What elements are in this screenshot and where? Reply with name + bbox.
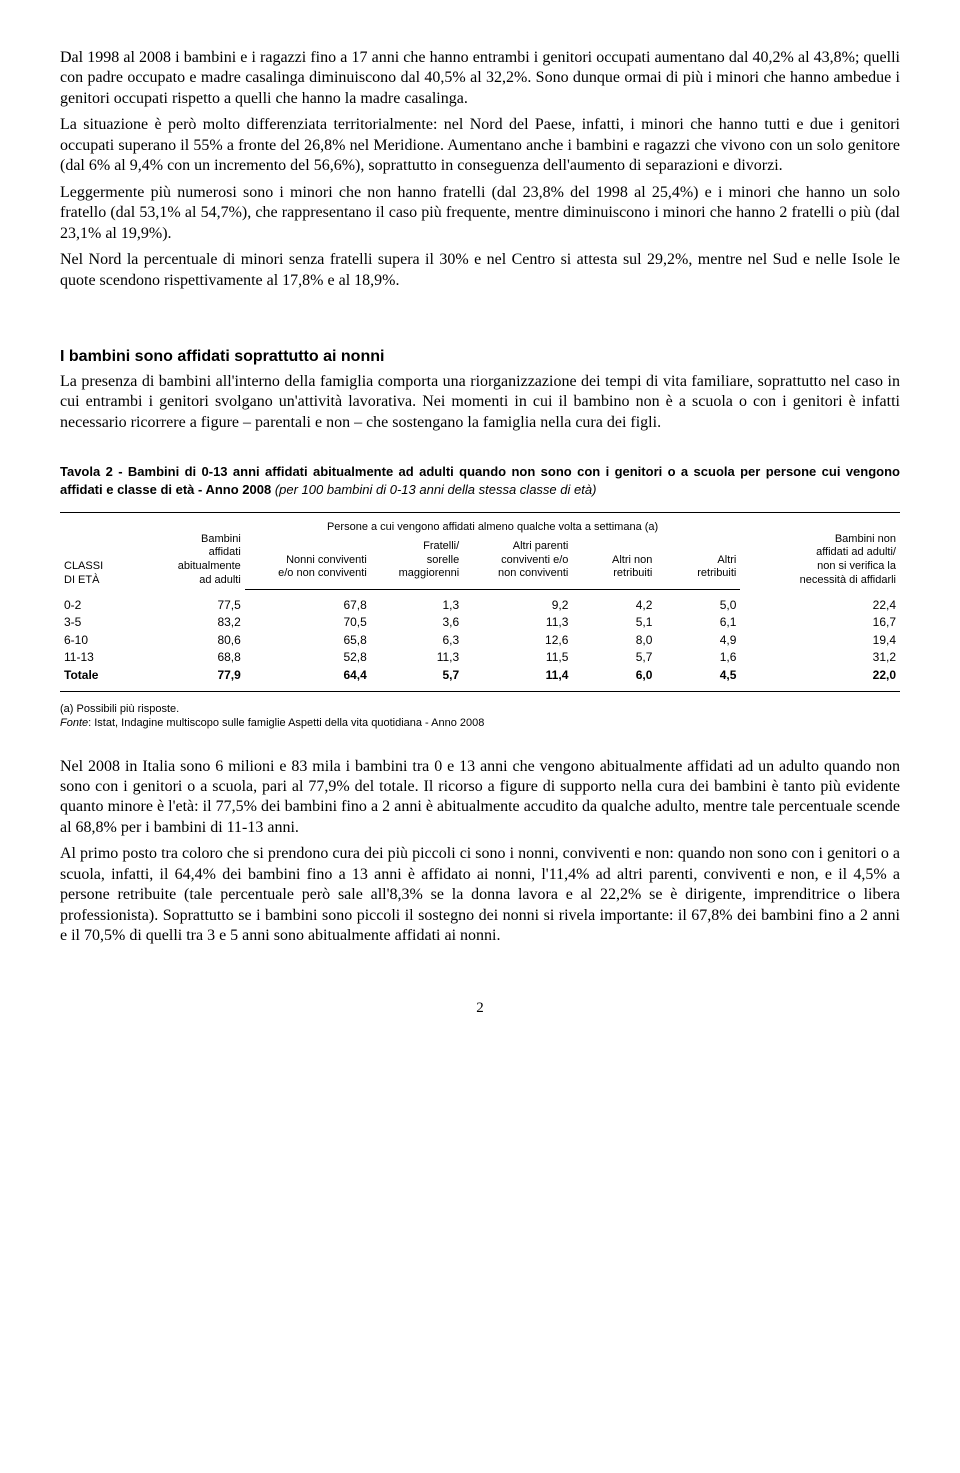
data-table: CLASSI DI ETÀ Bambini affidati abitualme… bbox=[60, 512, 900, 692]
table-col-header: Altri parenti conviventi e/o non convive… bbox=[463, 538, 572, 590]
body-paragraph: La situazione è però molto differenziata… bbox=[60, 115, 900, 176]
body-paragraph: Dal 1998 al 2008 i bambini e i ragazzi f… bbox=[60, 48, 900, 109]
table-row-total: Totale 77,9 64,4 5,7 11,4 6,0 4,5 22,0 bbox=[60, 667, 900, 692]
section-heading: I bambini sono affidati soprattutto ai n… bbox=[60, 347, 900, 367]
body-paragraph: Leggermente più numerosi sono i minori c… bbox=[60, 183, 900, 244]
footnote-source-text: : Istat, Indagine multiscopo sulle famig… bbox=[88, 717, 484, 729]
body-paragraph: Al primo posto tra coloro che si prendon… bbox=[60, 844, 900, 946]
body-paragraph: Nel Nord la percentuale di minori senza … bbox=[60, 250, 900, 291]
table-caption: Tavola 2 - Bambini di 0-13 anni affidati… bbox=[60, 463, 900, 498]
table-row: 6-10 80,6 65,8 6,3 12,6 8,0 4,9 19,4 bbox=[60, 632, 900, 649]
table-col-header: Bambini non affidati ad adulti/ non si v… bbox=[740, 513, 900, 590]
table-row: 11-13 68,8 52,8 11,3 11,5 5,7 1,6 31,2 bbox=[60, 649, 900, 666]
body-paragraph: Nel 2008 in Italia sono 6 milioni e 83 m… bbox=[60, 757, 900, 839]
table-col-header: Bambini affidati abitualmente ad adulti bbox=[144, 513, 245, 590]
table-row: 3-5 83,2 70,5 3,6 11,3 5,1 6,1 16,7 bbox=[60, 614, 900, 631]
table-col-header: Fratelli/ sorelle maggiorenni bbox=[371, 538, 463, 590]
table-row: 0-2 77,5 67,8 1,3 9,2 4,2 5,0 22,4 bbox=[60, 590, 900, 615]
footnote-source-label: Fonte bbox=[60, 717, 88, 729]
table-col-header: Altri retribuiti bbox=[656, 538, 740, 590]
table-group-header: Persone a cui vengono affidati almeno qu… bbox=[245, 513, 741, 538]
table-footnote: (a) Possibili più risposte. Fonte: Istat… bbox=[60, 702, 900, 731]
page-number: 2 bbox=[60, 999, 900, 1018]
table-caption-italic: (per 100 bambini di 0-13 anni della stes… bbox=[271, 482, 596, 497]
table-col-header: Altri non retribuiti bbox=[572, 538, 656, 590]
body-paragraph: La presenza di bambini all'interno della… bbox=[60, 372, 900, 433]
table-col-header: Nonni conviventi e/o non conviventi bbox=[245, 538, 371, 590]
table-row-header: CLASSI DI ETÀ bbox=[60, 513, 144, 590]
